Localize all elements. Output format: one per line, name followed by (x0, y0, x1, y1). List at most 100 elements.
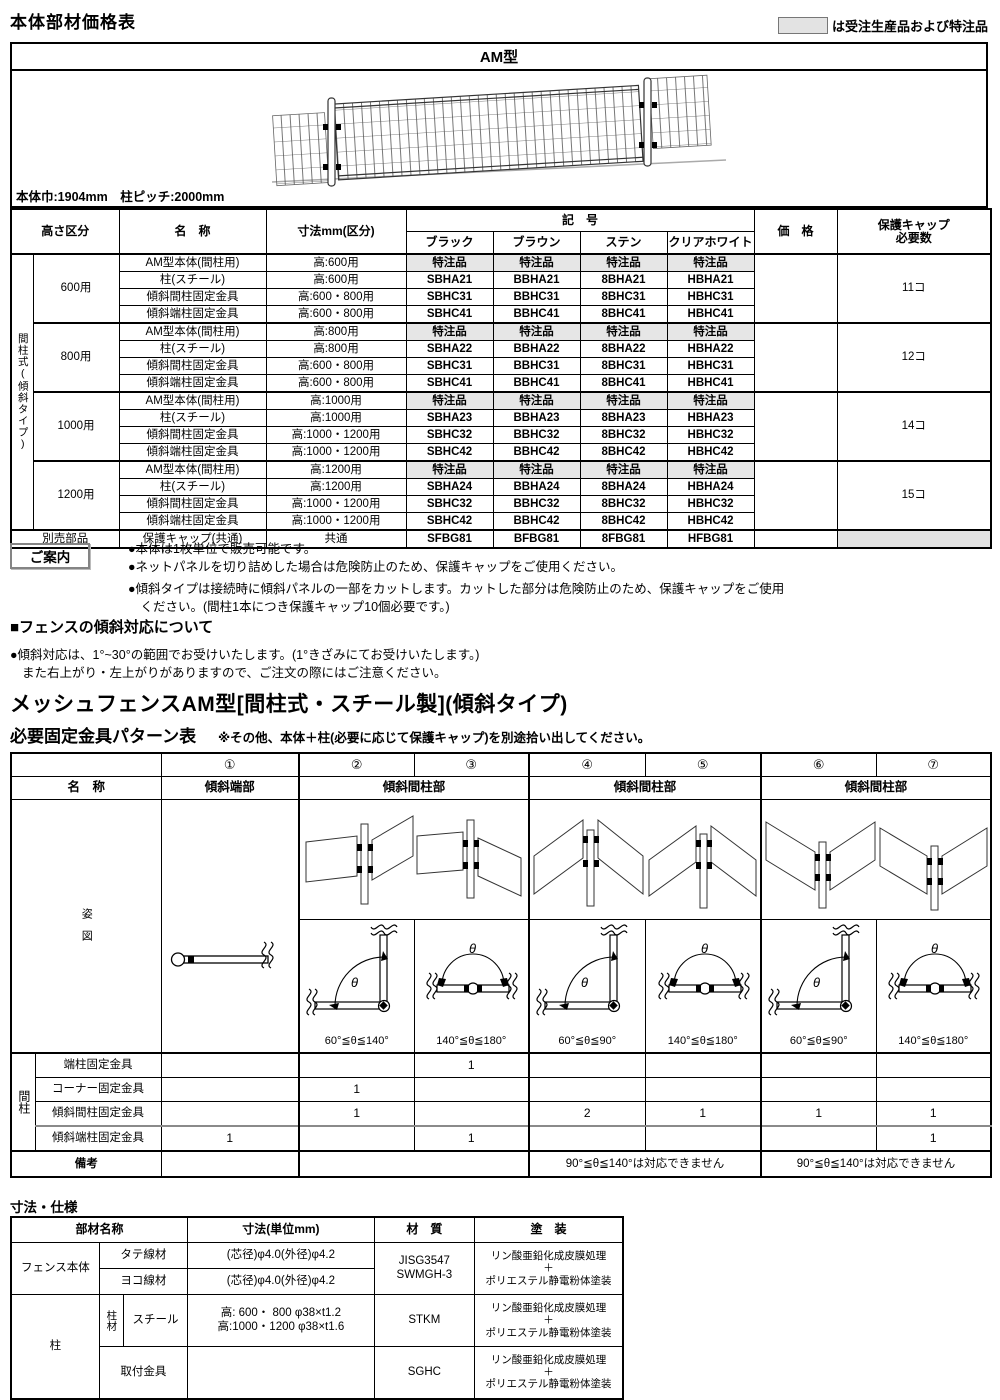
pattern-number-row: ① ② ③ ④ ⑤ ⑥ ⑦ (10, 752, 992, 777)
group-name: 傾斜間柱部 (760, 776, 992, 800)
col-header-sten: ステン (579, 231, 668, 255)
fitting-label: 端柱固定金具 (34, 1052, 162, 1078)
col-header-name: 名 称 (118, 208, 267, 255)
fitting-count (160, 1077, 300, 1102)
coating-line: リン酸亜鉛化成皮膜処理 (490, 1354, 607, 1367)
angle-diagram-5: 140°≦θ≦180° (644, 920, 761, 1052)
height-cell: 800用 (32, 322, 120, 393)
code-cell: SBHC31 (405, 357, 494, 375)
guide-note: ●ネットパネルを切り詰めした場合は危険防止のため、保護キャップをご使用ください。 (128, 560, 624, 574)
col-header-cap: 保護キャップ 必要数 (836, 208, 992, 255)
size-cell: 高:1200用 (265, 478, 407, 496)
cap-count-cell: 15コ (836, 460, 992, 531)
code-cell: 特注品 (492, 253, 581, 272)
code-cell: 8FBG81 (579, 529, 668, 549)
code-cell: SBHA24 (405, 478, 494, 496)
size-line: 高:1000・1200 φ38×t1.6 (217, 1320, 345, 1333)
code-cell: BBHC31 (492, 357, 581, 375)
remarks-cell: 90°≦θ≦140°は対応できません (760, 1150, 992, 1178)
coating-line: ポリエステル静電粉体塗装 (485, 1326, 612, 1339)
code-cell: 特注品 (579, 253, 668, 272)
table-row: 1000用 AM型本体(間柱用) 高:1000用 特注品 特注品 特注品 特注品… (11, 391, 992, 462)
table-row: 傾斜間柱固定金具 高:600・800用 SBHC31 BBHC31 8BHC31… (11, 357, 991, 375)
spec-row: 取付金具 SGHC リン酸亜鉛化成皮膜処理 ＋ ポリエステル静電粉体塗装 (11, 1346, 624, 1399)
remarks-cell: 90°≦θ≦140°は対応できません (528, 1150, 762, 1178)
end-rail-diagram-icon (170, 941, 274, 969)
figure-label: 姿 図 (10, 799, 162, 1054)
code-cell: BBHA22 (492, 340, 581, 358)
size-cell: 高:1000用 (265, 391, 407, 410)
code-cell: BBHC41 (492, 305, 581, 324)
pattern-number: ④ (528, 752, 646, 777)
pattern-figure-row: 姿 図 (10, 799, 992, 1054)
angle-range: 60°≦θ≦90° (789, 1034, 848, 1047)
angle-diagram-6: 60°≦θ≦90° (762, 920, 876, 1052)
size-cell: 高:800用 (265, 322, 407, 341)
fitting-count (298, 1052, 415, 1078)
code-cell: BBHC42 (492, 443, 581, 462)
angle-range: 60°≦θ≦90° (558, 1034, 617, 1047)
size-cell: 高:1000・1200用 (265, 426, 407, 444)
table-row: 傾斜間柱固定金具 高:600・800用 SBHC31 BBHC31 8BHC31… (11, 288, 991, 306)
size-cell: 共通 (265, 529, 407, 549)
code-cell: HBHC42 (666, 512, 755, 531)
col-header-black: ブラック (405, 231, 494, 255)
fitting-row: 間柱 端柱固定金具 1 (10, 1052, 992, 1152)
spec-row: 柱 柱材 スチール 高: 600・ 800 φ38×t1.2 高:1000・12… (10, 1294, 624, 1399)
fitting-count: 1 (875, 1101, 992, 1127)
remarks-label: 備考 (10, 1150, 162, 1178)
code-cell: 特注品 (666, 253, 755, 272)
part-name-cell: 柱(スチール) (118, 271, 267, 289)
coating-line: ＋ (543, 1262, 554, 1275)
side-label: 間柱式(傾斜タイプ) (10, 253, 34, 531)
price-cell (753, 322, 838, 393)
fitting-count (760, 1077, 877, 1102)
group-name: 傾斜端部 (160, 776, 300, 800)
panel-topview-2-3 (300, 800, 528, 920)
coating-cell: リン酸亜鉛化成皮膜処理 ＋ ポリエステル静電粉体塗装 (473, 1346, 624, 1399)
code-cell: HBHA24 (666, 478, 755, 496)
pattern-number: ⑦ (875, 752, 992, 777)
material-cell: SGHC (373, 1346, 475, 1399)
remarks-cell (298, 1150, 530, 1178)
part-group-cell: フェンス本体 (10, 1242, 100, 1295)
table-row: 傾斜間柱固定金具 高:1000・1200用 SBHC32 BBHC32 8BHC… (11, 426, 991, 444)
slope-note-line2: また右上がり・左上がりがありますので、ご注文の際にはご注意ください。 (22, 666, 447, 680)
fitting-count (875, 1052, 992, 1078)
code-cell: BBHC41 (492, 374, 581, 393)
part-name-cell: 傾斜間柱固定金具 (118, 426, 267, 444)
panel-post-diagram-icon (648, 824, 757, 908)
angle-range: 140°≦θ≦180° (898, 1034, 969, 1047)
code-cell: SBHC32 (405, 426, 494, 444)
part-name-cell: 傾斜間柱固定金具 (118, 288, 267, 306)
col-header-height: 高さ区分 (10, 208, 120, 255)
size-cell: 高:1000・1200用 (265, 443, 407, 462)
spec-row: フェンス本体 タテ線材 (芯径)φ4.0(外径)φ4.2 JISG3547 SWM… (10, 1242, 624, 1295)
guide-notes: ●本体は1枚単位で販売可能です。 ●ネットパネルを切り詰めした場合は危険防止のた… (128, 540, 784, 616)
part-name-cell: AM型本体(間柱用) (118, 322, 267, 341)
code-cell: SFBG81 (405, 529, 494, 549)
height-cell: 1000用 (32, 391, 120, 462)
size-cell: 高:1000・1200用 (265, 495, 407, 513)
fitting-count (644, 1125, 762, 1152)
coating-line: ＋ (543, 1314, 554, 1327)
pattern-number: ③ (413, 752, 530, 777)
table-row: 別売部品 保護キャップ(共通) 共通 SFBG81 BFBG81 8FBG81 … (10, 529, 992, 549)
code-cell: 特注品 (666, 460, 755, 479)
part-group-cell: 柱 (10, 1294, 100, 1399)
straight-angle-diagram-icon (647, 920, 759, 1030)
size-cell: (芯径)φ4.0(外径)φ4.2 (187, 1268, 375, 1295)
code-cell: BBHA24 (492, 478, 581, 496)
part-name-cell: AM型本体(間柱用) (118, 391, 267, 410)
spec-row: ヨコ線材 (芯径)φ4.0(外径)φ4.2 (11, 1268, 623, 1295)
spec-col-coating: 塗 装 (473, 1216, 624, 1243)
fitting-label: 傾斜間柱固定金具 (34, 1101, 162, 1127)
cap-header-line2: 必要数 (895, 230, 932, 245)
material-line: JISG3547 (398, 1255, 450, 1268)
corner-angle-diagram-icon (531, 920, 643, 1030)
code-cell: 8BHC31 (579, 288, 668, 306)
code-cell: HBHC32 (666, 495, 755, 513)
code-cell: SBHC41 (405, 305, 494, 324)
code-cell: SBHA21 (405, 271, 494, 289)
table-row: 傾斜端柱固定金具 高:600・800用 SBHC41 BBHC41 8BHC41… (11, 374, 991, 393)
